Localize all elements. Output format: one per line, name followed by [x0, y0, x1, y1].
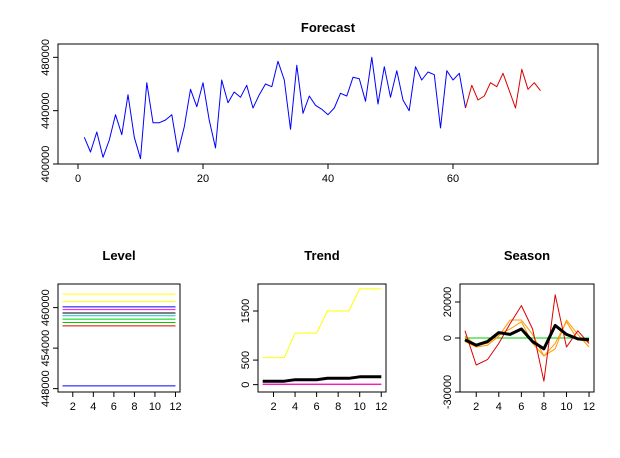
season-y-tick-label: -30000 [442, 375, 454, 409]
season-x-tick-label: 10 [560, 401, 572, 413]
season-x-tick-label: 6 [518, 401, 524, 413]
trend-series-line-1 [262, 288, 382, 359]
trend-x-tick-label: 8 [335, 401, 341, 413]
level-panel: Level 2 4 6 8 10 12 448000 454000 460000 [40, 248, 182, 413]
forecast-panel: Forecast 0 20 40 60 400000 440000 480000 [40, 20, 599, 185]
forecast-y-tick-label: 440000 [40, 92, 52, 129]
level-x-tick-label: 10 [149, 401, 161, 413]
trend-y-tick-label: 500 [240, 351, 252, 369]
forecast-series-line-2 [465, 68, 541, 109]
season-series-line-2 [464, 319, 590, 357]
season-series-line-4 [464, 294, 590, 382]
level-x-tick-label: 2 [70, 401, 76, 413]
trend-x-tick-label: 10 [354, 401, 366, 413]
forecast-y-tick-label: 400000 [40, 146, 52, 183]
forecast-frame [57, 43, 599, 165]
level-y-tick-label: 448000 [40, 370, 52, 407]
trend-x-tick-label: 4 [292, 401, 298, 413]
level-x-tick-label: 6 [111, 401, 117, 413]
season-x-tick-label: 8 [541, 401, 547, 413]
level-frame [57, 283, 181, 393]
season-x-tick-label: 4 [496, 401, 502, 413]
trend-x-tick-label: 6 [314, 401, 320, 413]
trend-frame [257, 283, 387, 393]
trend-title: Trend [304, 248, 339, 263]
forecast-y-tick-label: 480000 [40, 39, 52, 76]
level-y-tick-label: 460000 [40, 289, 52, 326]
level-x-tick-label: 4 [90, 401, 96, 413]
season-panel: Season 2 4 6 8 10 12 -30000 0 20000 [442, 248, 595, 413]
trend-series-line-2 [262, 375, 382, 383]
forecast-x-tick-label: 60 [447, 173, 459, 185]
season-y-tick-label: 20000 [442, 287, 454, 318]
trend-y-tick-label: 1500 [240, 299, 252, 323]
trend-panel: Trend 2 4 6 8 10 12 0 500 1500 [240, 248, 387, 413]
level-x-tick-label: 12 [169, 401, 181, 413]
forecast-x-tick-label: 40 [322, 173, 334, 185]
level-x-tick-label: 8 [131, 401, 137, 413]
season-title: Season [504, 248, 550, 263]
level-y-tick-label: 454000 [40, 330, 52, 367]
season-y-tick-label: 0 [442, 335, 454, 341]
season-x-tick-label: 12 [583, 401, 595, 413]
season-series-line-5 [464, 323, 590, 351]
forecast-series-line-1 [83, 56, 466, 160]
trend-x-tick-label: 12 [375, 401, 387, 413]
trend-x-tick-label: 2 [270, 401, 276, 413]
trend-y-tick-label: 0 [240, 382, 252, 388]
forecast-x-tick-label: 20 [197, 173, 209, 185]
forecast-title: Forecast [301, 20, 356, 35]
level-title: Level [102, 248, 135, 263]
forecast-x-tick-label: 0 [75, 173, 81, 185]
season-x-tick-label: 2 [473, 401, 479, 413]
